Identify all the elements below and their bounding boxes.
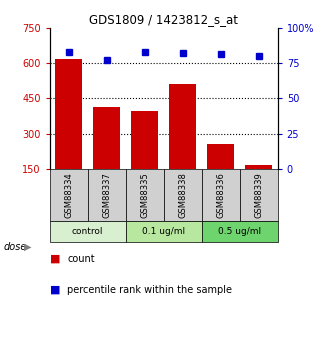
Text: ■: ■: [50, 254, 60, 264]
Text: GSM88338: GSM88338: [178, 172, 187, 218]
Text: dose: dose: [3, 242, 27, 252]
Text: GSM88336: GSM88336: [216, 172, 225, 218]
Text: control: control: [72, 227, 103, 236]
Bar: [169, 84, 196, 169]
Bar: [93, 107, 120, 169]
FancyBboxPatch shape: [50, 169, 88, 221]
Bar: [56, 59, 82, 169]
Text: 0.1 ug/ml: 0.1 ug/ml: [142, 227, 185, 236]
FancyBboxPatch shape: [50, 221, 126, 242]
Text: count: count: [67, 254, 95, 264]
FancyBboxPatch shape: [240, 169, 278, 221]
Text: GSM88337: GSM88337: [102, 172, 111, 218]
FancyBboxPatch shape: [202, 169, 240, 221]
Bar: [245, 165, 272, 169]
Text: 0.5 ug/ml: 0.5 ug/ml: [218, 227, 261, 236]
Text: percentile rank within the sample: percentile rank within the sample: [67, 285, 232, 295]
Text: ▶: ▶: [24, 242, 31, 252]
Title: GDS1809 / 1423812_s_at: GDS1809 / 1423812_s_at: [89, 13, 238, 27]
Text: GSM88335: GSM88335: [140, 172, 149, 218]
Bar: [131, 111, 158, 169]
Text: ■: ■: [50, 285, 60, 295]
FancyBboxPatch shape: [88, 169, 126, 221]
FancyBboxPatch shape: [202, 221, 278, 242]
Bar: [207, 144, 234, 169]
Text: GSM88334: GSM88334: [64, 172, 73, 218]
FancyBboxPatch shape: [164, 169, 202, 221]
FancyBboxPatch shape: [126, 221, 202, 242]
Text: GSM88339: GSM88339: [254, 172, 263, 218]
FancyBboxPatch shape: [126, 169, 164, 221]
